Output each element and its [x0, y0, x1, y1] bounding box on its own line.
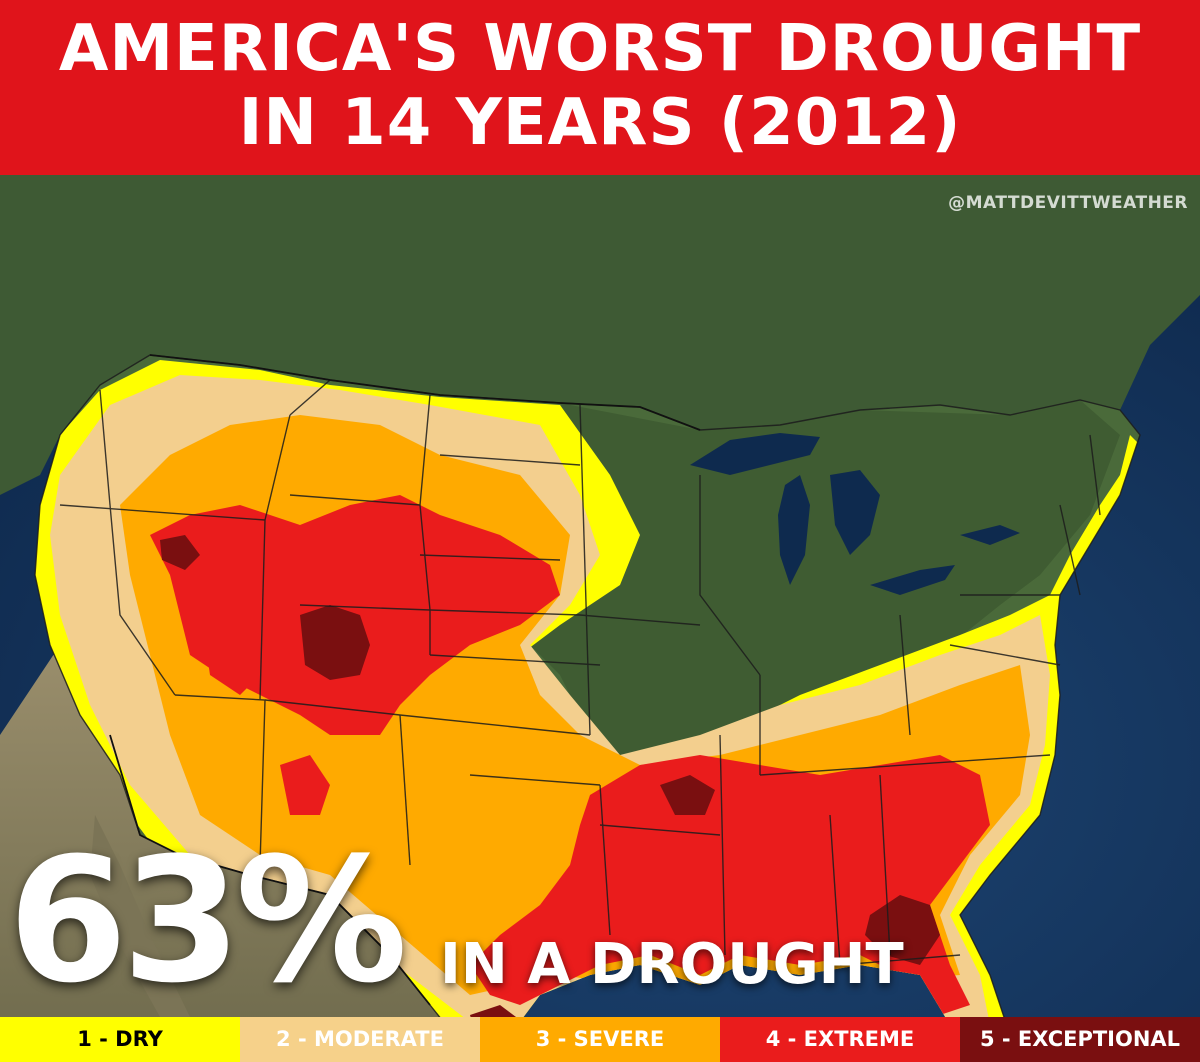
- baja-peninsula: [90, 815, 190, 1017]
- legend-moderate: 2 - MODERATE: [240, 1017, 480, 1062]
- drought-exceptional-georgia: [865, 895, 940, 965]
- drought-exceptional-midsouth: [660, 775, 715, 815]
- drought-extreme-west: [200, 585, 280, 695]
- midwest-green: [520, 400, 1120, 785]
- drought-extreme-south: [470, 755, 990, 1015]
- drought-exceptional-wyoming: [160, 535, 200, 570]
- drought-exceptional-texas: [470, 1005, 520, 1017]
- legend-label: 3 - SEVERE: [535, 1027, 665, 1051]
- title-line-1: AMERICA'S WORST DROUGHT: [58, 12, 1142, 86]
- lake-huron: [830, 470, 880, 555]
- mexico-border: [109, 734, 431, 1006]
- drought-extreme-sw: [280, 755, 330, 815]
- lake-superior: [690, 433, 820, 475]
- legend-label: 1 - DRY: [77, 1027, 163, 1051]
- legend-label: 2 - MODERATE: [276, 1027, 444, 1051]
- title-banner: AMERICA'S WORST DROUGHT IN 14 YEARS (201…: [0, 0, 1200, 175]
- drought-stat: 63% IN A DROUGHT: [8, 820, 904, 1021]
- map-svg: [0, 175, 1200, 1017]
- drought-caption: IN A DROUGHT: [440, 932, 904, 997]
- lake-ontario: [960, 525, 1020, 545]
- drought-percent: 63%: [8, 820, 408, 1021]
- canada-land: [0, 175, 1200, 495]
- title-line-2: IN 14 YEARS (2012): [238, 86, 962, 160]
- legend-severe: 3 - SEVERE: [480, 1017, 720, 1062]
- drought-exceptional-colorado: [300, 605, 370, 680]
- watermark: @MATTDEVITTWEATHER: [948, 193, 1188, 213]
- drought-map: [0, 175, 1200, 1017]
- legend-exceptional: 5 - EXCEPTIONAL: [960, 1017, 1200, 1062]
- legend-extreme: 4 - EXTREME: [720, 1017, 960, 1062]
- canada-border: [149, 354, 701, 431]
- legend-dry: 1 - DRY: [0, 1017, 240, 1062]
- legend-label: 4 - EXTREME: [765, 1027, 915, 1051]
- lake-michigan: [778, 475, 810, 585]
- legend-label: 5 - EXCEPTIONAL: [979, 1027, 1181, 1051]
- lake-erie: [870, 565, 955, 595]
- legend: 1 - DRY 2 - MODERATE 3 - SEVERE 4 - EXTR…: [0, 1017, 1200, 1062]
